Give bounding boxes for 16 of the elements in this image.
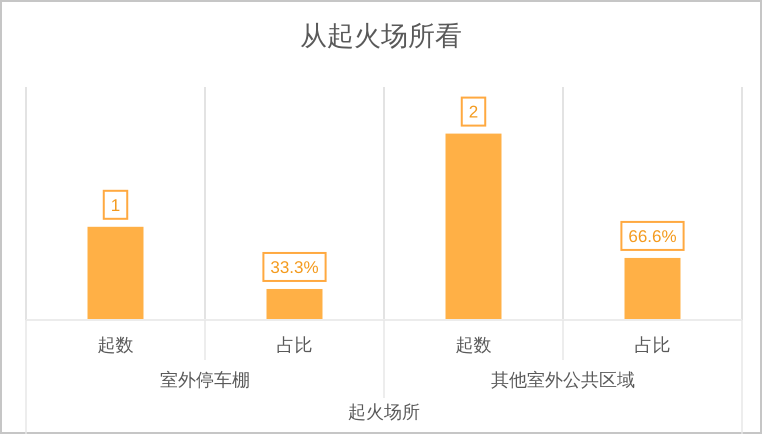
xlabel: 起火场所 — [348, 402, 420, 422]
text: 其他室外公共区域 — [491, 370, 635, 390]
x-tick-label: 占比 — [634, 335, 670, 355]
data-label: 1 — [102, 190, 128, 220]
x-tick-label: 占比 — [276, 335, 312, 355]
text: 室外停车棚 — [160, 370, 250, 390]
x-tick-label: 起数 — [98, 335, 134, 355]
x-tick-label: 起数 — [456, 335, 492, 355]
title: 从起火场所看 — [300, 21, 462, 51]
data-label: 33.3% — [270, 258, 319, 277]
data-label: 2 — [468, 102, 478, 122]
data-label: 66.6% — [620, 220, 685, 251]
data-label: 2 — [460, 96, 486, 127]
data-label: 1 — [110, 196, 120, 215]
data-label: 66.6% — [628, 226, 677, 246]
data-label: 33.3% — [262, 252, 327, 282]
